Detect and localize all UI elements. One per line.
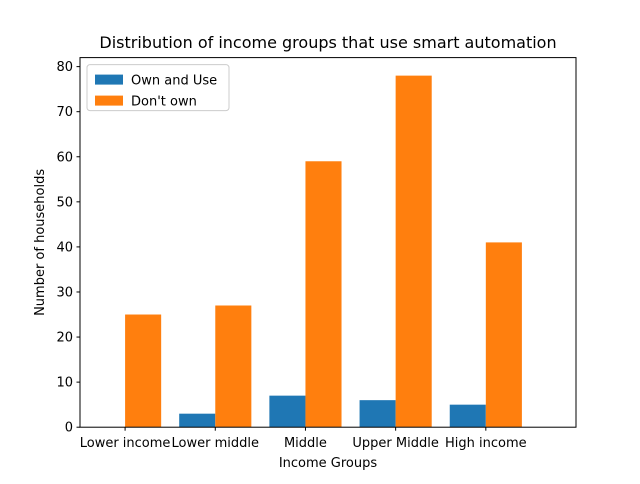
y-tick-label: 60	[56, 150, 73, 165]
bar-dont-own-4	[485, 242, 522, 428]
x-axis: Lower income Lower middle Middle Upper Midd…	[80, 427, 527, 451]
y-tick-label: 0	[65, 421, 73, 436]
bars-group	[125, 75, 522, 428]
y-axis-label: Number of households	[33, 169, 48, 316]
x-tick-label: Upper Middle	[352, 436, 438, 451]
legend: Own and Use Don't own	[86, 64, 230, 112]
y-tick-label: 50	[56, 195, 73, 210]
plot-frame	[79, 57, 577, 428]
x-tick-label: High income	[445, 436, 527, 451]
chart-title: Distribution of income groups that use s…	[99, 33, 556, 52]
bar-own-and-use-4	[449, 404, 486, 428]
bar-dont-own-2	[305, 161, 342, 428]
y-tick-label: 80	[56, 60, 73, 75]
x-tick-label: Lower middle	[172, 436, 259, 451]
bar-dont-own-3	[395, 75, 432, 428]
legend-label-dont-own: Don't own	[131, 95, 197, 110]
y-tick-label: 20	[56, 331, 73, 346]
bar-own-and-use-3	[359, 400, 396, 428]
y-axis: 0 10 20 30 40 50 60 70 80	[56, 60, 80, 436]
bar-own-and-use-2	[269, 395, 306, 428]
y-tick-label: 40	[56, 240, 73, 255]
x-axis-label: Income Groups	[279, 456, 378, 471]
legend-label-own-and-use: Own and Use	[131, 74, 217, 89]
bar-dont-own-0	[125, 314, 162, 428]
bar-own-and-use-1	[179, 413, 216, 428]
legend-swatch-dont-own	[95, 95, 123, 106]
bar-dont-own-1	[215, 305, 252, 428]
x-tick-label: Middle	[284, 436, 327, 451]
y-tick-label: 10	[56, 376, 73, 391]
y-tick-label: 30	[56, 285, 73, 300]
x-tick-label: Lower income	[80, 436, 171, 451]
legend-swatch-own-and-use	[95, 74, 123, 85]
y-tick-label: 70	[56, 105, 73, 120]
